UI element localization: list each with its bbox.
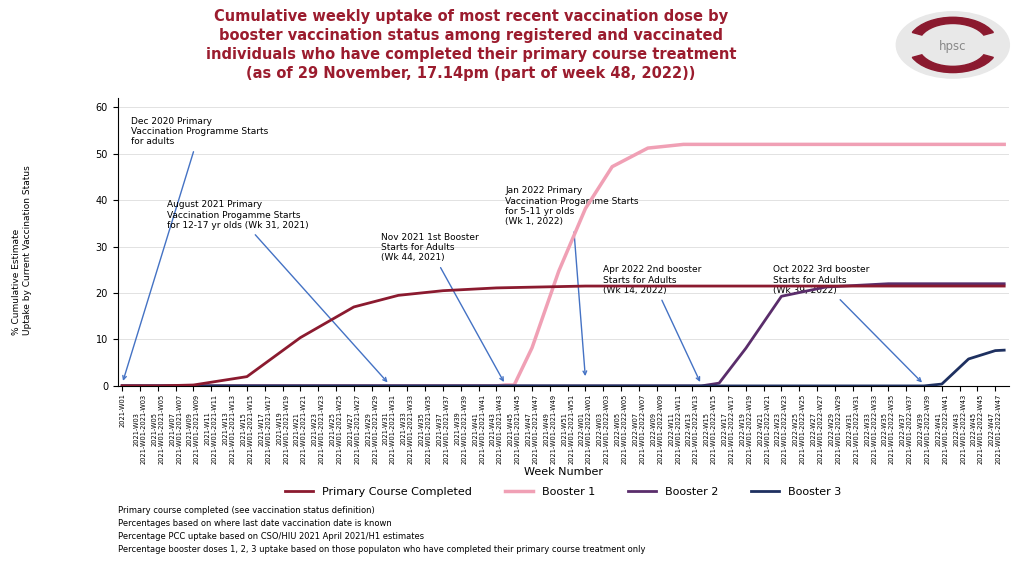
Text: Percentage PCC uptake based on CSO/HIU 2021 April 2021/H1 estimates: Percentage PCC uptake based on CSO/HIU 2…	[118, 532, 424, 541]
Text: % Cumulative Estimate
Uptake by Current Vaccination Status: % Cumulative Estimate Uptake by Current …	[12, 166, 32, 335]
X-axis label: Week Number: Week Number	[523, 467, 603, 477]
Text: Apr 2022 2nd booster
Starts for Adults
(Wk 14, 2022): Apr 2022 2nd booster Starts for Adults (…	[603, 265, 701, 381]
Text: 10: 10	[979, 557, 998, 571]
Text: Dec 2020 Primary
Vaccination Programme Starts
for adults: Dec 2020 Primary Vaccination Programme S…	[123, 116, 268, 380]
Text: August 2021 Primary
Vaccination Progamme Starts
for 12-17 yr olds (Wk 31, 2021): August 2021 Primary Vaccination Progamme…	[167, 200, 387, 381]
Text: hpsc: hpsc	[939, 40, 967, 53]
Circle shape	[896, 12, 1010, 78]
Text: Percentage booster doses 1, 2, 3 uptake based on those populaton who have comple: Percentage booster doses 1, 2, 3 uptake …	[118, 545, 645, 555]
Wedge shape	[912, 55, 993, 73]
Text: Primary course completed (see vaccination status definition): Primary course completed (see vaccinatio…	[118, 506, 375, 515]
Wedge shape	[912, 17, 993, 35]
Text: Oct 2022 3rd booster
Starts for Adults
(Wk 39, 2022): Oct 2022 3rd booster Starts for Adults (…	[772, 265, 921, 381]
Legend: Primary Course Completed, Booster 1, Booster 2, Booster 3: Primary Course Completed, Booster 1, Boo…	[281, 483, 846, 501]
Text: Nov 2021 1st Booster
Starts for Adults
(Wk 44, 2021): Nov 2021 1st Booster Starts for Adults (…	[381, 233, 503, 381]
Text: Cumulative weekly uptake of most recent vaccination dose by
booster vaccination : Cumulative weekly uptake of most recent …	[206, 9, 736, 81]
Text: Percentages based on where last date vaccination date is known: Percentages based on where last date vac…	[118, 519, 391, 528]
Text: Jan 2022 Primary
Vaccination Progamme Starts
for 5-11 yr olds
(Wk 1, 2022): Jan 2022 Primary Vaccination Progamme St…	[505, 186, 639, 374]
